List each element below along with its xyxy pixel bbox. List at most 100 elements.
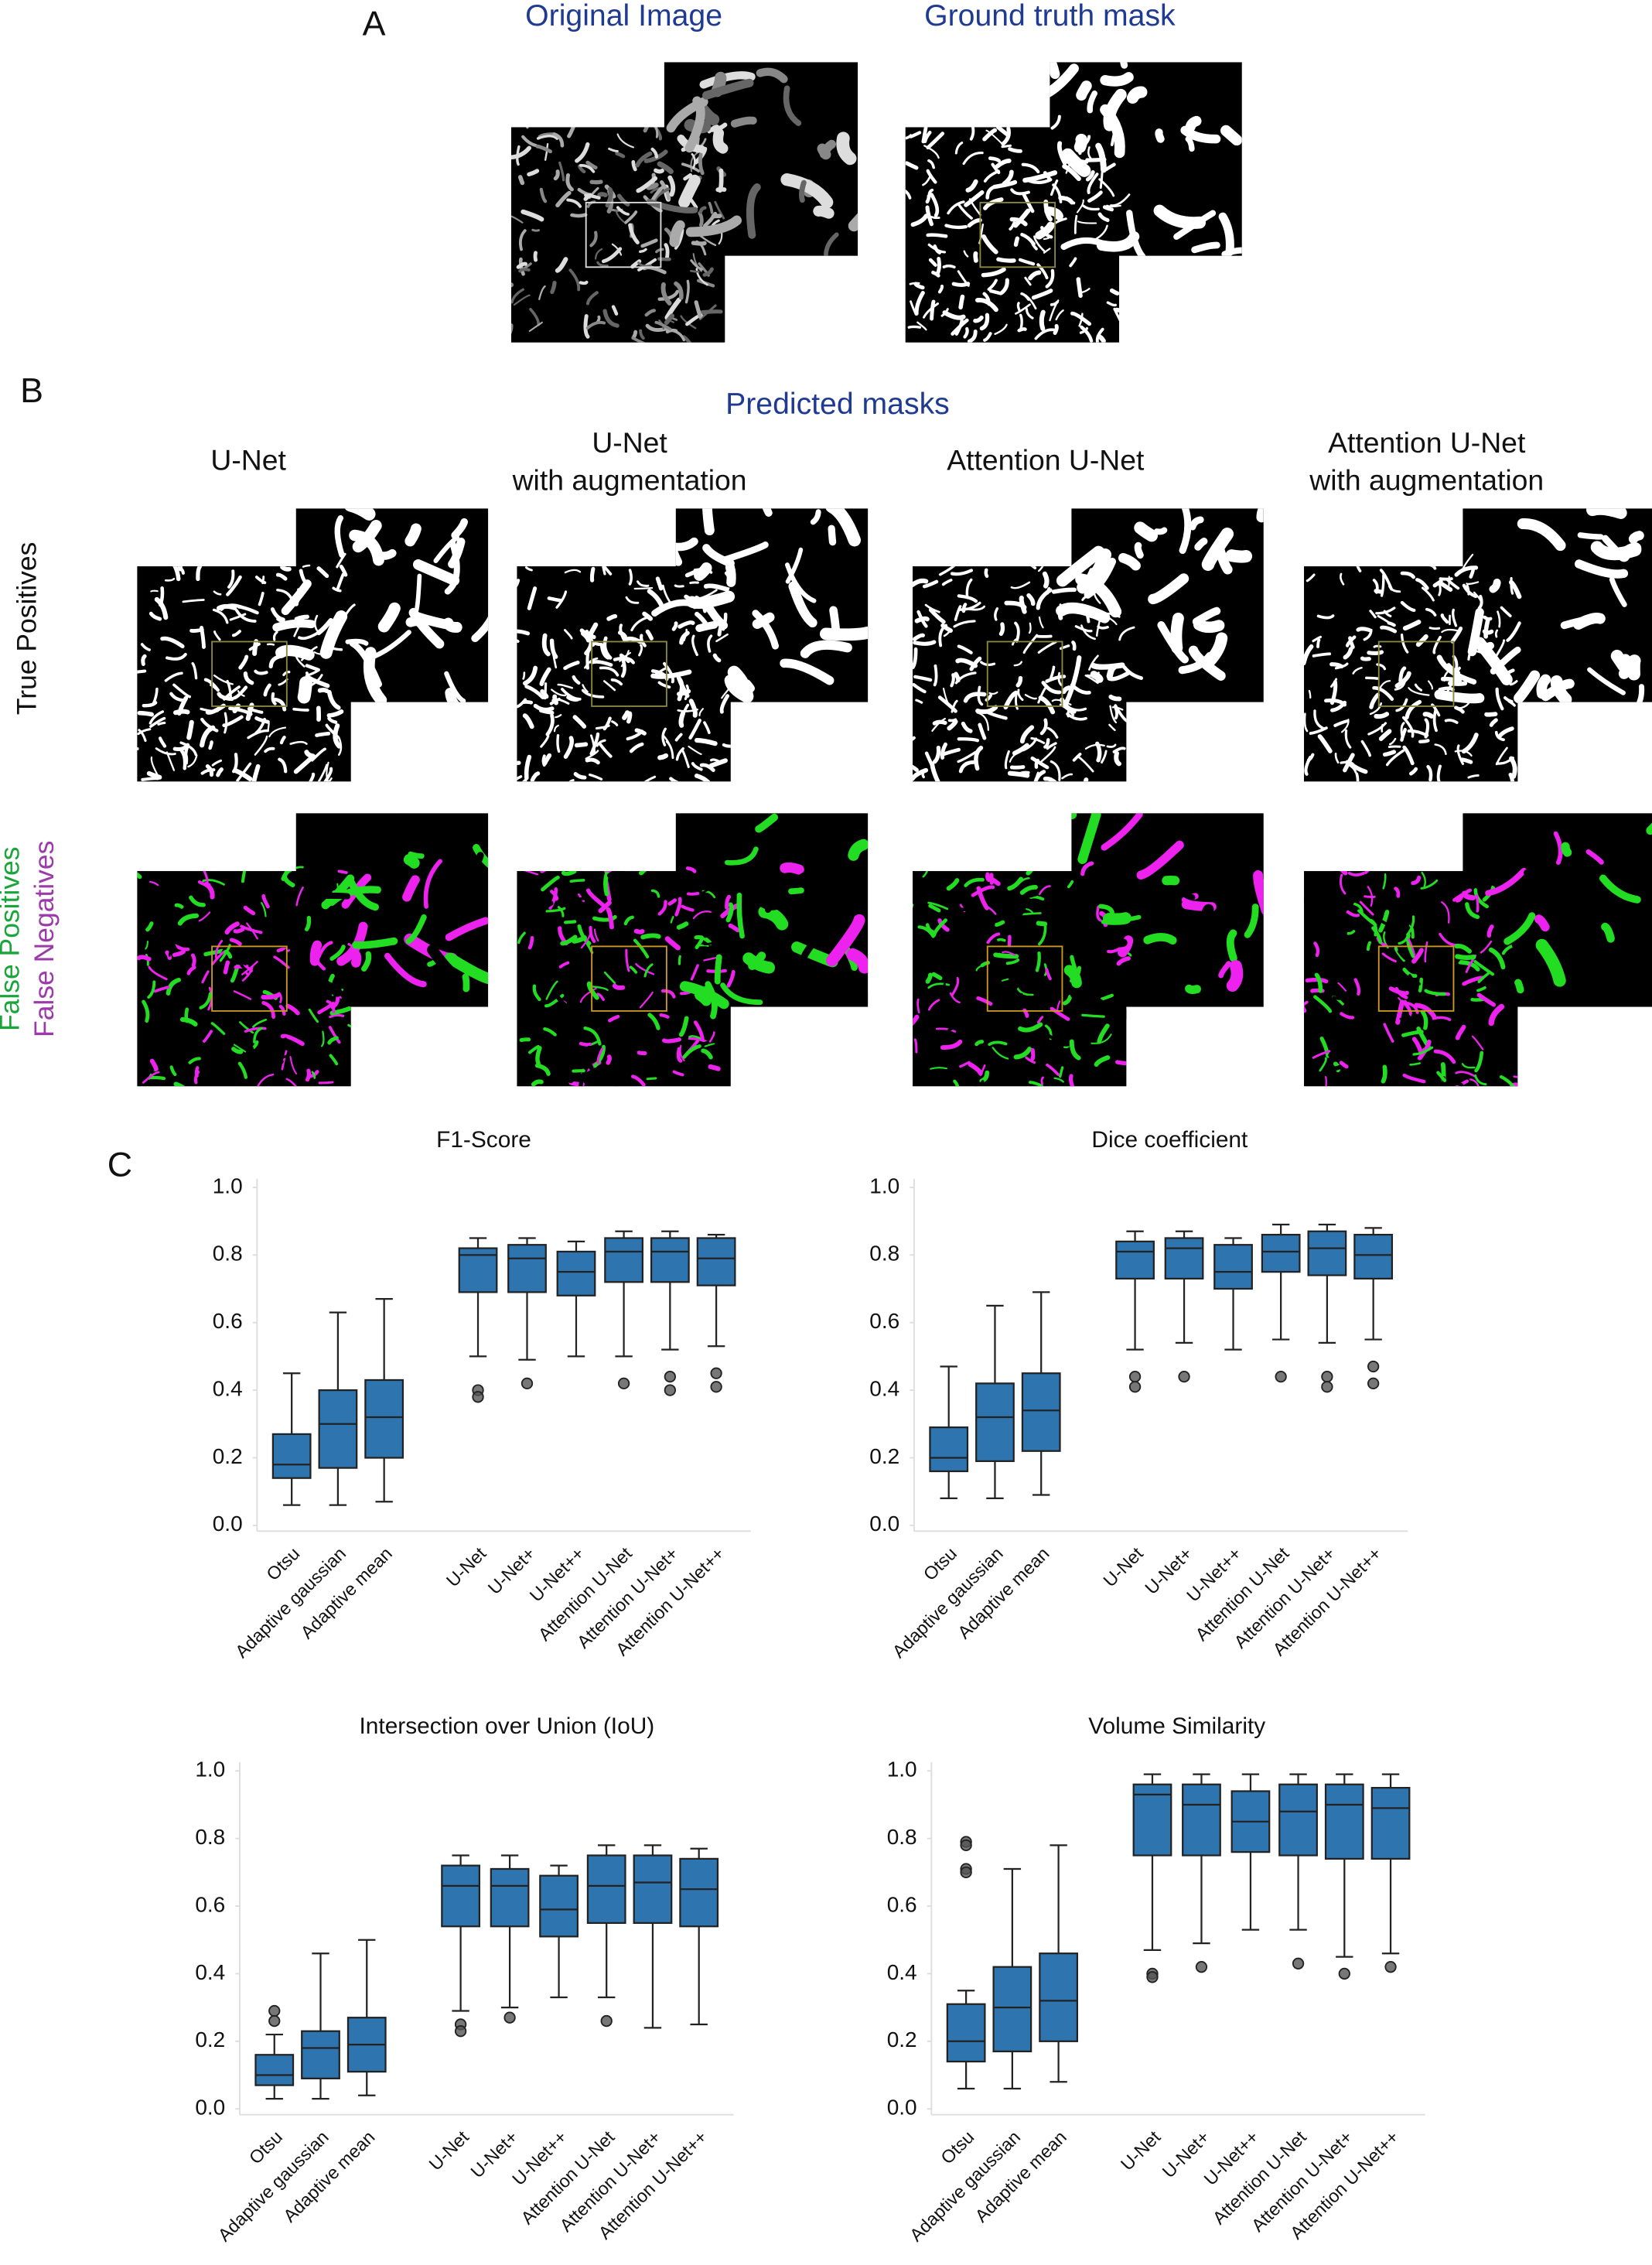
vessel bbox=[305, 664, 320, 672]
vessel bbox=[1411, 875, 1422, 886]
vessel bbox=[647, 1013, 660, 1030]
vessel bbox=[510, 288, 524, 304]
vessel bbox=[254, 735, 268, 756]
vessel bbox=[1347, 871, 1365, 876]
vessel bbox=[141, 654, 147, 666]
vessel bbox=[1438, 686, 1455, 692]
vessel bbox=[1106, 204, 1121, 208]
vessel bbox=[164, 577, 176, 582]
vessel bbox=[1323, 1074, 1327, 1087]
vessel bbox=[571, 961, 590, 975]
vessel bbox=[282, 941, 299, 953]
vessel bbox=[1343, 753, 1355, 773]
vessel bbox=[1382, 873, 1387, 890]
vessel bbox=[1360, 740, 1371, 757]
vessel bbox=[137, 955, 152, 962]
vessel bbox=[933, 745, 941, 764]
vessel bbox=[1003, 690, 1019, 710]
vessel bbox=[1539, 884, 1589, 914]
vessel bbox=[1340, 572, 1345, 586]
vessel bbox=[610, 678, 623, 686]
vessel bbox=[148, 938, 165, 951]
vessel bbox=[556, 734, 561, 753]
vessel bbox=[922, 579, 939, 589]
vessel bbox=[279, 736, 286, 745]
image-texture bbox=[517, 813, 869, 1087]
vessel bbox=[1109, 705, 1118, 724]
vessel bbox=[826, 914, 865, 967]
y-tick-label: 0.8 bbox=[869, 1242, 899, 1266]
vessel bbox=[1461, 1063, 1476, 1069]
vessel bbox=[951, 699, 958, 713]
vessel bbox=[810, 509, 821, 525]
vessel bbox=[518, 268, 531, 273]
vessel bbox=[923, 131, 932, 144]
vessel bbox=[1074, 1017, 1085, 1023]
vessel bbox=[770, 813, 799, 839]
vessel bbox=[262, 1032, 276, 1036]
roi-box bbox=[585, 201, 662, 268]
vessel bbox=[1400, 633, 1409, 654]
vessel bbox=[1061, 685, 1072, 695]
y-tick-label: 0.0 bbox=[195, 2096, 225, 2120]
vessel bbox=[717, 942, 723, 956]
vessel bbox=[1004, 750, 1010, 770]
vessel bbox=[336, 572, 345, 590]
vessel bbox=[1084, 557, 1117, 599]
vessel bbox=[1340, 719, 1350, 733]
vessel bbox=[615, 210, 625, 223]
box bbox=[364, 1378, 404, 1459]
vessel bbox=[328, 1026, 341, 1044]
vessel bbox=[603, 871, 609, 897]
vessel bbox=[228, 706, 253, 716]
vessel bbox=[913, 647, 918, 670]
vessel bbox=[981, 234, 998, 255]
vessel bbox=[1050, 1006, 1070, 1021]
vessel bbox=[589, 773, 603, 781]
vessel bbox=[442, 617, 462, 633]
vessel bbox=[141, 777, 159, 781]
vessel bbox=[1043, 236, 1051, 241]
vessel bbox=[1028, 622, 1032, 634]
vessel bbox=[967, 218, 982, 228]
vessel bbox=[669, 220, 685, 248]
box bbox=[539, 1874, 579, 1938]
vessel bbox=[628, 223, 640, 244]
box bbox=[604, 1237, 643, 1283]
vessel bbox=[1013, 661, 1022, 667]
box bbox=[1132, 1783, 1172, 1857]
vessel bbox=[1401, 716, 1415, 738]
vessel bbox=[530, 886, 538, 894]
vessel bbox=[1334, 1019, 1347, 1032]
vessel bbox=[1040, 746, 1056, 763]
roi-box bbox=[986, 945, 1063, 1012]
vessel bbox=[1304, 1000, 1309, 1012]
vessel bbox=[677, 677, 684, 702]
vessel bbox=[608, 1014, 620, 1023]
vessel bbox=[1375, 606, 1396, 615]
vessel bbox=[1454, 882, 1467, 889]
vessel bbox=[1007, 770, 1030, 778]
vessel bbox=[950, 569, 974, 576]
vessel bbox=[684, 569, 698, 578]
vessel bbox=[251, 764, 261, 782]
y-tick-label: 1.0 bbox=[887, 1758, 917, 1782]
vessel bbox=[557, 683, 574, 689]
outlier bbox=[503, 2011, 516, 2024]
vessel bbox=[532, 984, 541, 1002]
vessel bbox=[235, 609, 257, 623]
vessel bbox=[1425, 607, 1437, 617]
vessel bbox=[513, 294, 531, 306]
vessel bbox=[1383, 1037, 1401, 1048]
vessel bbox=[572, 715, 587, 729]
vessel bbox=[913, 974, 918, 979]
vessel bbox=[1077, 220, 1097, 224]
vessel bbox=[1332, 996, 1352, 1000]
vessel bbox=[1115, 1060, 1135, 1066]
vessel bbox=[1076, 80, 1092, 101]
outlier bbox=[521, 1377, 534, 1390]
vessel bbox=[1326, 1023, 1331, 1044]
vessel bbox=[722, 743, 733, 748]
vessel bbox=[190, 953, 196, 968]
vessel bbox=[645, 323, 670, 332]
